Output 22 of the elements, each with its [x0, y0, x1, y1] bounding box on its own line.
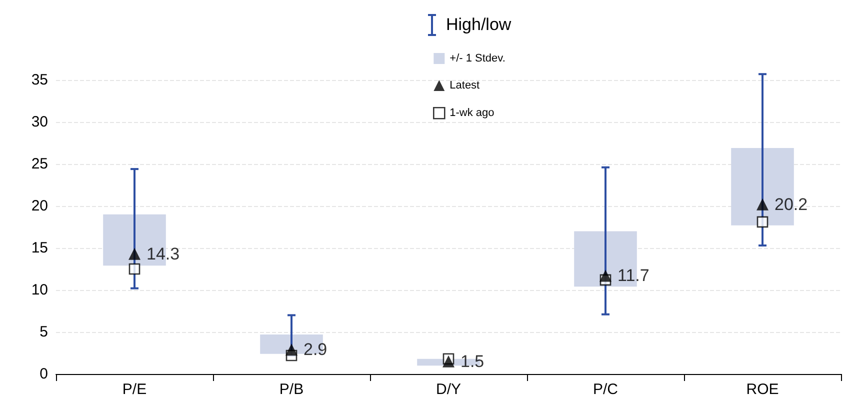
y-tick-label: 5 — [40, 324, 48, 340]
data-label: 2.9 — [304, 340, 328, 360]
legend-label: Latest — [450, 80, 480, 92]
legend-label: 1-wk ago — [450, 107, 494, 120]
x-tick-label: ROE — [746, 381, 779, 398]
data-label: 20.2 — [774, 194, 808, 214]
y-tick-label: 15 — [31, 240, 48, 256]
data-label: 1.5 — [460, 352, 484, 371]
y-tick-label: 25 — [31, 156, 48, 172]
x-tick-label: P/B — [279, 381, 304, 398]
x-tick-label: P/C — [592, 381, 618, 398]
y-tick-label: 0 — [40, 366, 48, 382]
data-label: 14.3 — [146, 244, 180, 264]
y-tick-label: 10 — [31, 282, 48, 298]
y-tick-label: 20 — [31, 198, 48, 214]
legend-label: +/- 1 Stdev. — [450, 52, 506, 64]
data-label: 11.7 — [618, 266, 650, 286]
x-tick-label: P/E — [122, 381, 147, 398]
legend-title: High/low — [446, 15, 512, 35]
x-tick-label: D/Y — [436, 381, 462, 398]
y-tick-label: 35 — [31, 72, 48, 88]
y-tick-label: 30 — [31, 114, 48, 130]
